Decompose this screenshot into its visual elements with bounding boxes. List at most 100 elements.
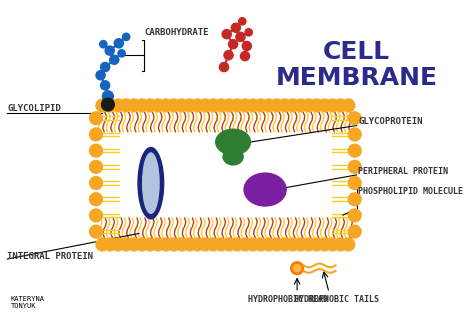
Circle shape — [215, 99, 228, 112]
Circle shape — [228, 40, 237, 49]
Circle shape — [240, 52, 250, 60]
Circle shape — [238, 18, 246, 25]
Circle shape — [167, 238, 180, 251]
Ellipse shape — [216, 129, 250, 155]
Circle shape — [175, 238, 188, 251]
Circle shape — [90, 161, 102, 173]
Circle shape — [231, 23, 240, 32]
Circle shape — [175, 99, 188, 112]
Circle shape — [294, 238, 307, 251]
Circle shape — [100, 41, 107, 48]
Circle shape — [242, 42, 251, 51]
Circle shape — [278, 99, 291, 112]
Circle shape — [239, 99, 252, 112]
Circle shape — [271, 238, 283, 251]
Circle shape — [263, 238, 275, 251]
Circle shape — [294, 99, 307, 112]
Circle shape — [224, 51, 233, 60]
Circle shape — [236, 32, 245, 42]
Circle shape — [326, 99, 339, 112]
Circle shape — [348, 225, 361, 238]
Circle shape — [90, 112, 102, 125]
Ellipse shape — [143, 153, 159, 213]
Circle shape — [223, 238, 236, 251]
Circle shape — [231, 99, 244, 112]
Ellipse shape — [223, 148, 243, 165]
Circle shape — [255, 99, 267, 112]
Circle shape — [114, 39, 123, 48]
Circle shape — [207, 238, 220, 251]
Circle shape — [152, 238, 164, 251]
Circle shape — [348, 193, 361, 206]
Circle shape — [293, 265, 301, 272]
Circle shape — [342, 99, 355, 112]
Circle shape — [105, 46, 114, 55]
Circle shape — [326, 238, 339, 251]
Circle shape — [207, 99, 220, 112]
Circle shape — [144, 99, 156, 112]
Circle shape — [246, 238, 259, 251]
Circle shape — [191, 238, 204, 251]
Circle shape — [152, 99, 164, 112]
Circle shape — [96, 71, 105, 80]
Circle shape — [144, 238, 156, 251]
Text: INTEGRAL PROTEIN: INTEGRAL PROTEIN — [7, 252, 93, 261]
Circle shape — [291, 262, 303, 275]
Text: GLYCOPROTEIN: GLYCOPROTEIN — [358, 117, 423, 127]
Circle shape — [167, 99, 180, 112]
Circle shape — [348, 112, 361, 125]
Circle shape — [191, 99, 204, 112]
Circle shape — [222, 29, 231, 39]
Circle shape — [263, 99, 275, 112]
Circle shape — [100, 81, 109, 90]
Circle shape — [215, 238, 228, 251]
Text: GLYCOLIPID: GLYCOLIPID — [7, 104, 61, 113]
Circle shape — [348, 209, 361, 222]
Circle shape — [278, 238, 291, 251]
Circle shape — [96, 238, 109, 251]
Circle shape — [239, 238, 252, 251]
Text: HYDROPHOBIC TAILS: HYDROPHOBIC TAILS — [294, 295, 379, 304]
Circle shape — [101, 98, 114, 111]
Circle shape — [90, 225, 102, 238]
Circle shape — [90, 128, 102, 141]
Circle shape — [348, 177, 361, 189]
Circle shape — [183, 238, 196, 251]
Circle shape — [104, 99, 117, 112]
Circle shape — [348, 144, 361, 157]
Circle shape — [334, 99, 347, 112]
Circle shape — [118, 50, 125, 57]
Text: PERIPHERAL PROTEIN: PERIPHERAL PROTEIN — [358, 167, 448, 176]
Circle shape — [112, 238, 125, 251]
Circle shape — [90, 193, 102, 206]
Circle shape — [102, 91, 113, 102]
Circle shape — [128, 99, 140, 112]
Circle shape — [223, 99, 236, 112]
Circle shape — [109, 55, 119, 64]
Circle shape — [159, 99, 172, 112]
Circle shape — [128, 238, 140, 251]
Circle shape — [286, 238, 299, 251]
Circle shape — [334, 238, 347, 251]
Circle shape — [120, 99, 133, 112]
Circle shape — [302, 238, 315, 251]
Circle shape — [219, 62, 228, 72]
Text: KATERYNA
TONYUK: KATERYNA TONYUK — [11, 296, 45, 309]
Circle shape — [100, 62, 109, 72]
Circle shape — [271, 99, 283, 112]
Text: HYDROPHOBIC HEAD: HYDROPHOBIC HEAD — [248, 295, 328, 304]
Circle shape — [120, 238, 133, 251]
Text: PHOSPHOLIPID MOLECULE: PHOSPHOLIPID MOLECULE — [358, 187, 464, 196]
Circle shape — [90, 209, 102, 222]
Circle shape — [104, 238, 117, 251]
Circle shape — [255, 238, 267, 251]
Text: CARBOHYDRATE: CARBOHYDRATE — [145, 28, 209, 37]
Circle shape — [318, 99, 331, 112]
Circle shape — [245, 29, 252, 36]
Circle shape — [231, 238, 244, 251]
Circle shape — [286, 99, 299, 112]
Circle shape — [310, 99, 323, 112]
Circle shape — [122, 33, 130, 41]
Circle shape — [199, 99, 212, 112]
Circle shape — [112, 99, 125, 112]
